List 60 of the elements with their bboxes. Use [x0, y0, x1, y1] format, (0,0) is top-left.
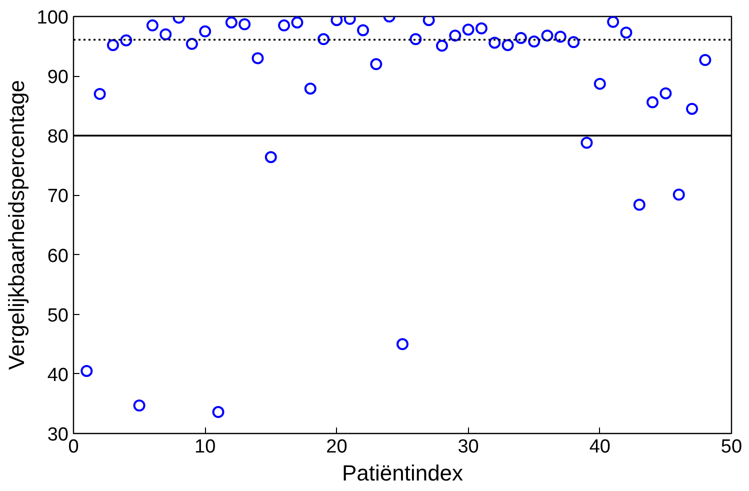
x-axis-title: Patiëntindex — [342, 460, 464, 486]
point — [633, 198, 646, 211]
point — [120, 34, 132, 46]
point — [594, 78, 606, 90]
y-tick-label: 80 — [47, 126, 69, 148]
point — [686, 102, 698, 115]
y-tick-label: 90 — [47, 67, 69, 88]
point — [238, 18, 251, 30]
point — [422, 16, 435, 26]
point — [475, 22, 488, 34]
point — [330, 16, 343, 26]
point — [449, 30, 462, 42]
point — [225, 16, 238, 28]
point — [462, 24, 474, 36]
point — [620, 26, 632, 39]
point — [672, 188, 685, 201]
point — [80, 364, 93, 377]
x-tick-label: 40 — [589, 436, 610, 458]
point — [199, 25, 212, 38]
x-tick-label: 20 — [326, 436, 348, 458]
point — [646, 96, 659, 108]
point — [357, 24, 370, 36]
point — [212, 406, 224, 418]
x-tick-label: 0 — [68, 436, 79, 458]
point — [370, 58, 382, 70]
point — [318, 33, 330, 46]
point — [436, 40, 448, 52]
point — [514, 32, 527, 44]
x-tick-label: 10 — [194, 436, 216, 458]
point — [554, 30, 566, 43]
point — [252, 52, 264, 64]
point — [160, 28, 172, 40]
point — [607, 16, 620, 28]
point — [699, 54, 712, 66]
point — [304, 82, 316, 95]
point — [133, 400, 146, 412]
point — [410, 33, 422, 46]
point — [264, 151, 277, 164]
y-tick-label: 100 — [36, 8, 68, 28]
y-tick-label: 60 — [47, 246, 69, 267]
point — [541, 30, 554, 42]
point — [291, 16, 304, 28]
point — [502, 39, 514, 52]
point — [568, 36, 580, 48]
point — [660, 87, 672, 100]
y-tick-label: 40 — [47, 364, 69, 386]
point — [396, 338, 408, 350]
y-tick-label: 50 — [47, 305, 69, 326]
y-axis-title: Vergelijkbaarheidspercentage — [4, 80, 29, 370]
point — [278, 19, 290, 32]
point — [146, 19, 158, 32]
point — [186, 38, 198, 50]
y-tick-label: 70 — [47, 186, 69, 208]
point — [106, 39, 119, 52]
point — [94, 88, 106, 100]
point — [488, 36, 501, 49]
point — [528, 36, 540, 48]
x-tick-label: 30 — [458, 436, 479, 458]
x-tick-label: 50 — [720, 436, 742, 458]
point — [580, 136, 593, 149]
